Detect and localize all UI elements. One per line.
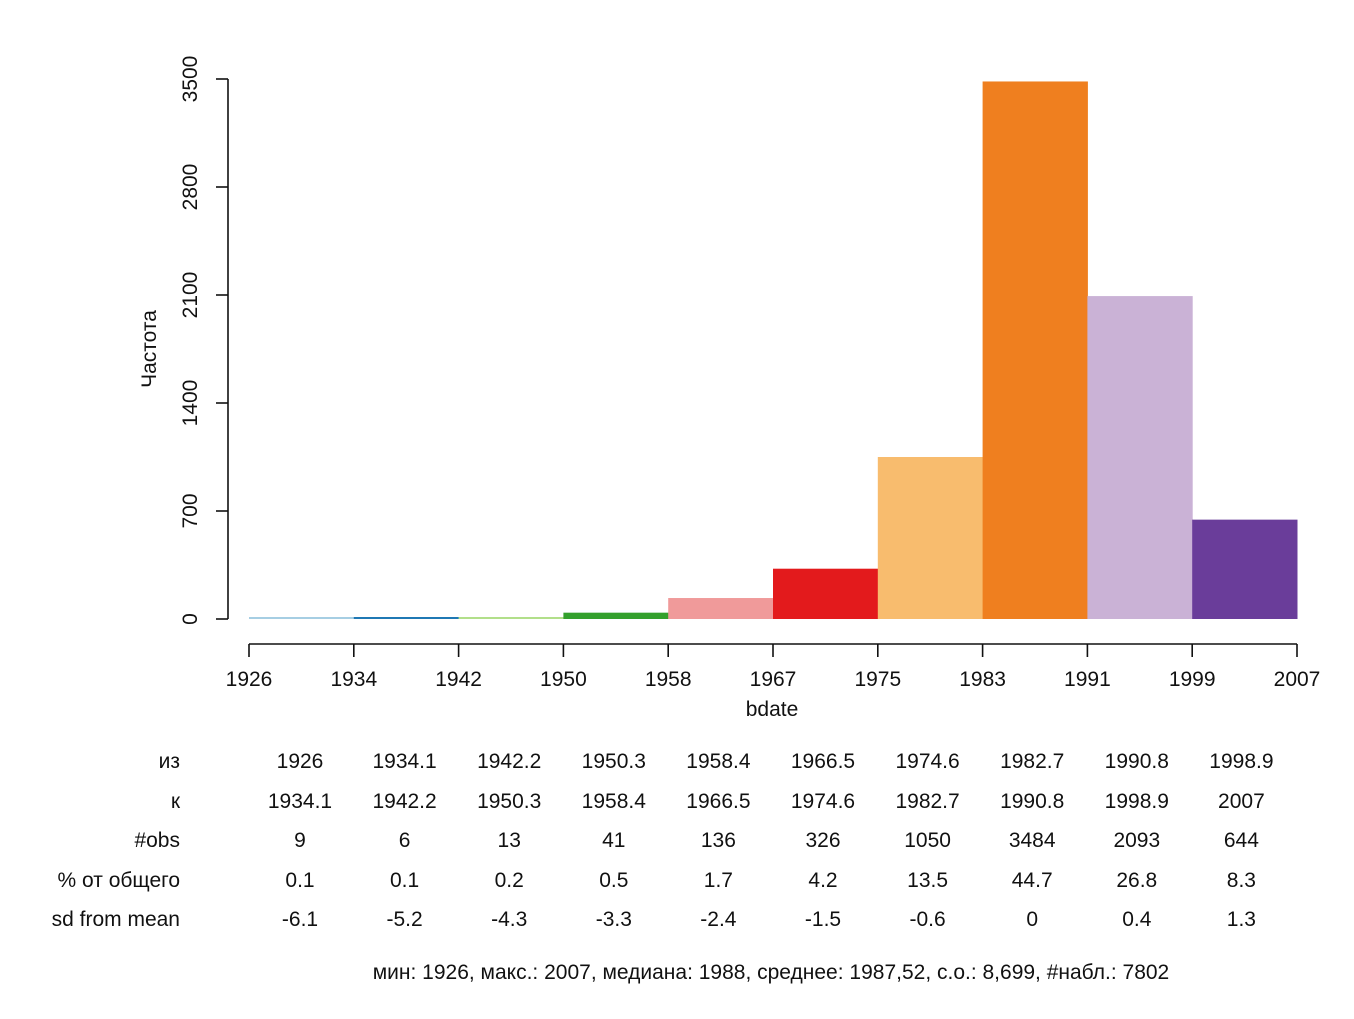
x-tick-label: 1999 xyxy=(1169,668,1216,691)
table-cell: 1998.9 xyxy=(1209,750,1273,773)
x-tick-label: 1991 xyxy=(1064,668,1111,691)
table-cell: 13.5 xyxy=(907,869,948,892)
y-tick-label: 1400 xyxy=(179,380,202,427)
table-cell: 1958.4 xyxy=(582,790,647,813)
x-ticks: 1926 1934 1942 1950 1958 1967 1975 1983 1991 1999… xyxy=(226,644,1321,691)
table-cell: 9 xyxy=(294,829,306,852)
table-cell: 1934.1 xyxy=(372,750,436,773)
table-cell: 0.4 xyxy=(1122,908,1152,931)
table-cell: 2093 xyxy=(1113,829,1160,852)
histogram-bar xyxy=(982,81,1088,620)
table-cell: 1974.6 xyxy=(895,750,959,773)
table-cell: 6 xyxy=(399,829,411,852)
table-cell: 44.7 xyxy=(1012,869,1053,892)
table-cell: 1966.5 xyxy=(791,750,855,773)
table-cell: 13 xyxy=(498,829,521,852)
x-tick-label: 1983 xyxy=(959,668,1006,691)
table-cell: -5.2 xyxy=(387,908,423,931)
table-cell: 0.1 xyxy=(285,869,314,892)
table-cell: 1974.6 xyxy=(791,790,855,813)
table-cell: 1998.9 xyxy=(1105,790,1169,813)
bars-layer xyxy=(249,81,1298,620)
y-tick-label: 2100 xyxy=(179,272,202,319)
table-cell: 1942.2 xyxy=(372,790,436,813)
table-cell: -3.3 xyxy=(596,908,632,931)
table-cell: 4.2 xyxy=(808,869,837,892)
table-cell: -4.3 xyxy=(491,908,527,931)
x-tick-label: 1934 xyxy=(330,668,377,691)
x-tick-label: 1926 xyxy=(226,668,273,691)
y-tick-label: 3500 xyxy=(179,56,202,103)
table-cell: 326 xyxy=(805,829,840,852)
y-tick-label: 2800 xyxy=(179,164,202,211)
histogram-bar xyxy=(353,617,460,619)
histogram-bar xyxy=(773,568,879,619)
histogram-bar xyxy=(249,617,355,619)
x-tick-label: 2007 xyxy=(1274,668,1321,691)
histogram-bar xyxy=(1087,296,1193,619)
x-tick-label: 1958 xyxy=(645,668,692,691)
table-cell: 1990.8 xyxy=(1105,750,1169,773)
summary-line: мин: 1926, макс.: 2007, медиана: 1988, с… xyxy=(373,961,1170,984)
table-cell: 1982.7 xyxy=(895,790,959,813)
table-cell: 1.7 xyxy=(704,869,733,892)
table-cell: 8.3 xyxy=(1227,869,1256,892)
table-cell: 1990.8 xyxy=(1000,790,1064,813)
y-tick-label: 0 xyxy=(179,613,202,625)
table-cell: 1982.7 xyxy=(1000,750,1064,773)
table-cell: 0 xyxy=(1026,908,1038,931)
y-tick-label: 700 xyxy=(179,493,202,528)
table-cell: -2.4 xyxy=(700,908,737,931)
histogram-bar xyxy=(458,616,564,619)
table-cell: 1958.4 xyxy=(686,750,751,773)
table-cell: -1.5 xyxy=(805,908,841,931)
table-cell: 1942.2 xyxy=(477,750,541,773)
table-row-label: #obs xyxy=(134,829,180,852)
x-tick-label: 1975 xyxy=(854,668,901,691)
x-tick-label: 1967 xyxy=(750,668,797,691)
x-tick-label: 1950 xyxy=(540,668,587,691)
table-cell: 0.2 xyxy=(495,869,524,892)
table-cell: 0.1 xyxy=(390,869,419,892)
table-cell: 644 xyxy=(1224,829,1259,852)
table-cell: 26.8 xyxy=(1116,869,1157,892)
table-cell: 1966.5 xyxy=(686,790,750,813)
table-cell: 136 xyxy=(701,829,736,852)
table-cell: -6.1 xyxy=(282,908,318,931)
bin-stats-table: из 1926 1934.1 1942.2 1950.3 1958.4 1966.5 1974… xyxy=(52,750,1274,931)
table-cell: 1934.1 xyxy=(268,790,332,813)
table-row-label: % от общего xyxy=(58,869,180,892)
histogram-bar xyxy=(1192,519,1298,619)
x-tick-label: 1942 xyxy=(435,668,482,691)
x-axis-title: bdate xyxy=(746,698,799,721)
table-cell: 1.3 xyxy=(1227,908,1256,931)
y-axis-title: Частота xyxy=(138,310,161,388)
table-row-label: sd from mean xyxy=(52,908,180,931)
table-cell: 1950.3 xyxy=(477,790,541,813)
table-cell: 1050 xyxy=(904,829,951,852)
table-row-label: к xyxy=(171,790,181,813)
table-cell: -0.6 xyxy=(910,908,946,931)
histogram-bar xyxy=(563,612,669,619)
table-cell: 2007 xyxy=(1218,790,1265,813)
y-ticks: 0 700 1400 2100 2800 3500 xyxy=(179,56,228,625)
histogram-bar xyxy=(668,598,774,619)
table-cell: 41 xyxy=(602,829,625,852)
table-row-label: из xyxy=(159,750,180,773)
table-cell: 1926 xyxy=(277,750,324,773)
table-cell: 1950.3 xyxy=(582,750,646,773)
table-cell: 3484 xyxy=(1009,829,1056,852)
table-cell: 0.5 xyxy=(599,869,628,892)
histogram-bar xyxy=(877,457,984,619)
